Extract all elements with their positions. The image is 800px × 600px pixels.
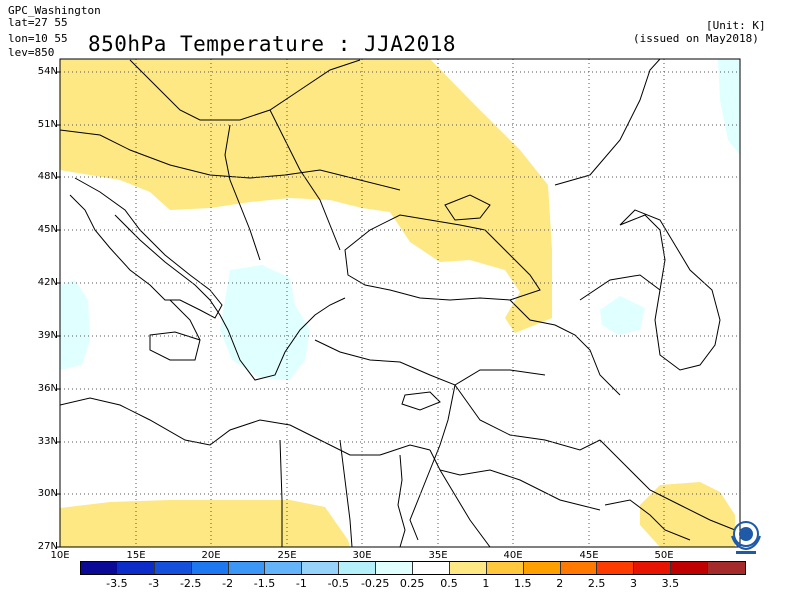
- colorbar-cell: [117, 562, 155, 574]
- colorbar-label: 1: [482, 577, 490, 590]
- wmo-emblem-icon: [731, 521, 761, 554]
- lon-tick: 50E: [654, 550, 674, 561]
- source-label: GPC_Washington: [8, 4, 101, 17]
- colorbar-cell: [376, 562, 414, 574]
- colorbar-label: 3: [630, 577, 637, 590]
- colorbar-label: -2: [222, 577, 234, 590]
- colorbar-label: 2.5: [587, 577, 606, 590]
- lon-tick: 35E: [428, 550, 448, 561]
- colorbar-label: -0.25: [360, 577, 390, 590]
- lat-tick: 54N: [37, 66, 58, 77]
- lat-tick: 42N: [37, 277, 58, 288]
- tick-marks: [56, 71, 60, 548]
- issued-label: (issued on May2018): [633, 32, 759, 45]
- colorbar-label: -0.5: [327, 577, 350, 590]
- colorbar-cell: [560, 562, 598, 574]
- colorbar-cell: [634, 562, 672, 574]
- colorbar-label: -1: [295, 577, 307, 590]
- colorbar-cell: [708, 562, 746, 574]
- colorbar-cell: [154, 562, 192, 574]
- lat-tick: 30N: [37, 488, 58, 499]
- colorbar-cell: [597, 562, 635, 574]
- lat-tick: 27N: [37, 541, 58, 552]
- colorbar-label: 0.5: [440, 577, 458, 590]
- colorbar-label: 0.25: [399, 577, 425, 590]
- lon-tick: 40E: [503, 550, 523, 561]
- lat-tick: 39N: [37, 330, 58, 341]
- colorbar-label: -3: [148, 577, 160, 590]
- lon-tick: 20E: [201, 550, 221, 561]
- lat-tick: 51N: [37, 119, 58, 130]
- colorbar-cell: [449, 562, 487, 574]
- lon-tick: 30E: [352, 550, 372, 561]
- lon-range-label: lon=10 55: [8, 32, 68, 45]
- colorbar-cell: [81, 562, 118, 574]
- colorbar-label: -3.5: [106, 577, 128, 590]
- positive-anomaly-north-africa: [60, 500, 350, 547]
- lat-tick: 33N: [37, 436, 58, 447]
- lon-tick: 25E: [277, 550, 297, 561]
- lat-range-label: lat=27 55: [8, 16, 68, 29]
- positive-anomaly-europe: [60, 59, 552, 333]
- gridlines: [60, 59, 740, 547]
- colorbar-cell: [228, 562, 266, 574]
- colorbar-cell: [191, 562, 229, 574]
- coastlines: [60, 59, 736, 547]
- lat-tick: 36N: [37, 383, 58, 394]
- colorbar-cell: [339, 562, 377, 574]
- negative-anomaly-sardinia: [60, 280, 90, 370]
- level-label: lev=850: [8, 46, 55, 59]
- colorbar-label: 1.5: [514, 577, 532, 590]
- map-title: 850hPa Temperature : JJA2018: [88, 32, 457, 56]
- lon-tick: 15E: [126, 550, 146, 561]
- colorbar-cell: [413, 562, 450, 574]
- lat-tick: 45N: [37, 224, 58, 235]
- lat-tick: 48N: [37, 171, 58, 182]
- colorbar-cell: [523, 562, 561, 574]
- colorbar: [80, 561, 747, 575]
- colorbar-cell: [671, 562, 709, 574]
- map-frame: [59, 58, 741, 548]
- negative-anomaly-greece: [220, 265, 310, 380]
- colorbar-label: -2.5: [179, 577, 202, 590]
- lon-tick: 10E: [50, 550, 70, 561]
- colorbar-label: -1.5: [253, 577, 276, 590]
- positive-anomaly-gulf: [640, 482, 735, 547]
- negative-anomaly-armenia: [600, 296, 645, 335]
- lon-tick: 45E: [579, 550, 599, 561]
- colorbar-label: 3.5: [661, 577, 680, 590]
- unit-label: [Unit: K]: [706, 19, 766, 32]
- colorbar-cell: [302, 562, 340, 574]
- colorbar-cell: [265, 562, 303, 574]
- colorbar-label: 2: [556, 577, 564, 590]
- colorbar-cell: [486, 562, 524, 574]
- negative-anomaly-northeast: [718, 59, 740, 155]
